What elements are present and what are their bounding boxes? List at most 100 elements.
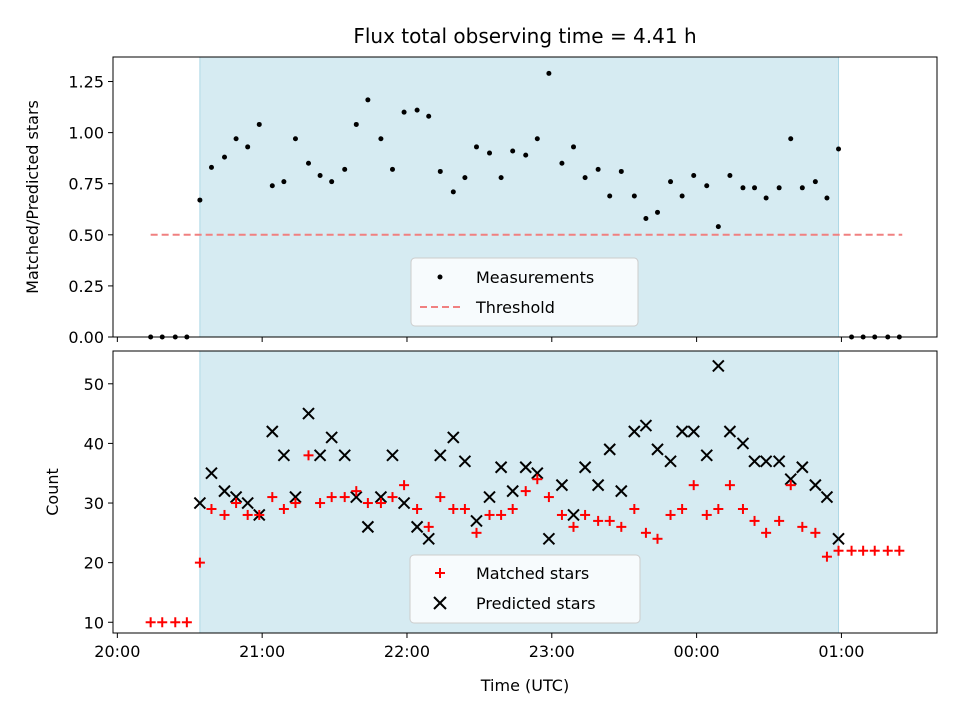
bottom-x-axis: 20:00 21:00 22:00 23:00 00:00 01:00: [94, 633, 864, 661]
measurement-point: [788, 136, 794, 142]
predicted-star-marker: [205, 467, 218, 480]
matched-star-marker: [170, 617, 181, 628]
predicted-star-marker: [796, 461, 809, 474]
measurement-point: [245, 144, 251, 150]
top-legend: Measurements Threshold: [410, 257, 639, 327]
matched-star-marker: [351, 486, 362, 497]
matched-star-marker: [242, 509, 253, 520]
top-y-axis-label: Matched/Predicted stars: [23, 100, 42, 294]
top-axes-frame: [112, 56, 938, 338]
measurement-point: [378, 136, 384, 142]
matched-star-marker: [543, 492, 554, 503]
matched-star-marker: [593, 515, 604, 526]
matched-star-marker: [785, 480, 796, 491]
matched-star-marker: [181, 617, 192, 628]
measurement-point: [487, 150, 493, 156]
matched-star-marker: [399, 480, 410, 491]
predicted-star-marker: [361, 520, 375, 534]
x-tick-label: 20:00: [94, 642, 140, 661]
predicted-star-marker: [591, 478, 605, 492]
measurement-point: [462, 175, 468, 181]
measurement-point: [812, 179, 818, 185]
y-tick-label: 40: [84, 434, 104, 453]
predicted-star-marker: [567, 508, 580, 522]
matched-star-marker: [604, 515, 615, 526]
bottom-panel: 10 20 30 40 50 20:00 21:00 22:00 23:00 00:00 01:0…: [43, 350, 938, 695]
measurement-point: [208, 164, 214, 170]
matched-star-marker: [858, 545, 869, 556]
predicted-star-marker: [229, 490, 243, 504]
legend-x-marker: [433, 596, 447, 610]
y-tick-label: 0.50: [68, 226, 104, 245]
predicted-star-marker: [218, 484, 231, 498]
matched-star-marker: [677, 503, 688, 514]
matched-star-marker: [652, 533, 663, 544]
predicted-star-marker: [483, 490, 496, 504]
matched-star-marker: [810, 527, 821, 538]
matched-star-marker: [303, 450, 314, 461]
predicted-star-marker: [277, 449, 291, 462]
measurement-point: [401, 109, 407, 115]
top-panel: 0.00 0.25 0.50 0.75 1.00 1.25 Flux total obse…: [23, 24, 938, 347]
matched-star-marker: [362, 498, 373, 509]
matched-star-marker: [412, 503, 423, 514]
measurement-point: [222, 154, 228, 160]
x-tick-label: 22:00: [384, 642, 430, 661]
y-tick-label: 50: [84, 375, 104, 394]
y-tick-label: 1.00: [68, 124, 104, 143]
y-tick-label: 0.00: [68, 328, 104, 347]
matched-star-marker: [157, 617, 168, 628]
measurement-point: [763, 195, 769, 201]
matched-star-marker: [568, 521, 579, 532]
bottom-legend: Matched stars Predicted stars: [409, 554, 641, 624]
predicted-stars-points: [193, 359, 845, 546]
measurement-point: [329, 179, 335, 185]
matched-star-marker: [315, 498, 326, 509]
y-tick-label: 20: [84, 554, 104, 573]
predicted-star-marker: [723, 425, 737, 438]
measurement-point: [292, 136, 298, 142]
measurement-point: [510, 148, 516, 154]
measurement-point: [546, 70, 552, 76]
measurement-point: [752, 185, 758, 191]
matched-star-marker: [749, 515, 760, 526]
measurement-point: [631, 193, 637, 199]
measurement-point: [727, 173, 733, 179]
measurement-point: [776, 185, 782, 191]
predicted-star-marker: [578, 461, 592, 474]
measurement-point: [233, 136, 239, 142]
measurement-point: [715, 224, 721, 230]
matched-star-marker: [326, 492, 337, 503]
x-axis-label: Time (UTC): [480, 676, 569, 695]
chart-title: Flux total observing time = 4.41 h: [353, 24, 696, 48]
matched-star-marker: [640, 527, 651, 538]
measurement-point: [306, 160, 312, 166]
measurement-point: [389, 166, 395, 172]
predicted-star-marker: [313, 449, 327, 462]
predicted-star-marker: [651, 443, 664, 456]
predicted-star-marker: [759, 455, 773, 468]
measurement-point: [256, 121, 262, 127]
y-tick-label: 30: [84, 494, 104, 513]
matched-star-marker: [882, 545, 893, 556]
predicted-star-marker: [506, 484, 519, 498]
predicted-star-marker: [615, 484, 628, 498]
predicted-star-marker: [639, 419, 653, 432]
measurement-point: [317, 173, 323, 179]
measurement-point: [269, 183, 275, 189]
y-tick-label: 10: [84, 613, 104, 632]
matched-star-marker: [145, 617, 156, 628]
matched-star-marker: [206, 503, 217, 514]
predicted-star-marker: [266, 425, 279, 438]
predicted-star-marker: [748, 455, 761, 468]
matched-star-marker: [761, 527, 772, 538]
matched-star-marker: [665, 509, 676, 520]
bottom-legend-box: [409, 554, 641, 624]
predicted-star-marker: [832, 532, 845, 546]
predicted-star-marker: [338, 449, 351, 462]
matched-star-marker: [797, 521, 808, 532]
x-tick-label: 01:00: [818, 642, 864, 661]
matched-star-marker: [375, 498, 386, 509]
predicted-star-marker: [772, 455, 786, 468]
matched-star-marker: [846, 545, 857, 556]
